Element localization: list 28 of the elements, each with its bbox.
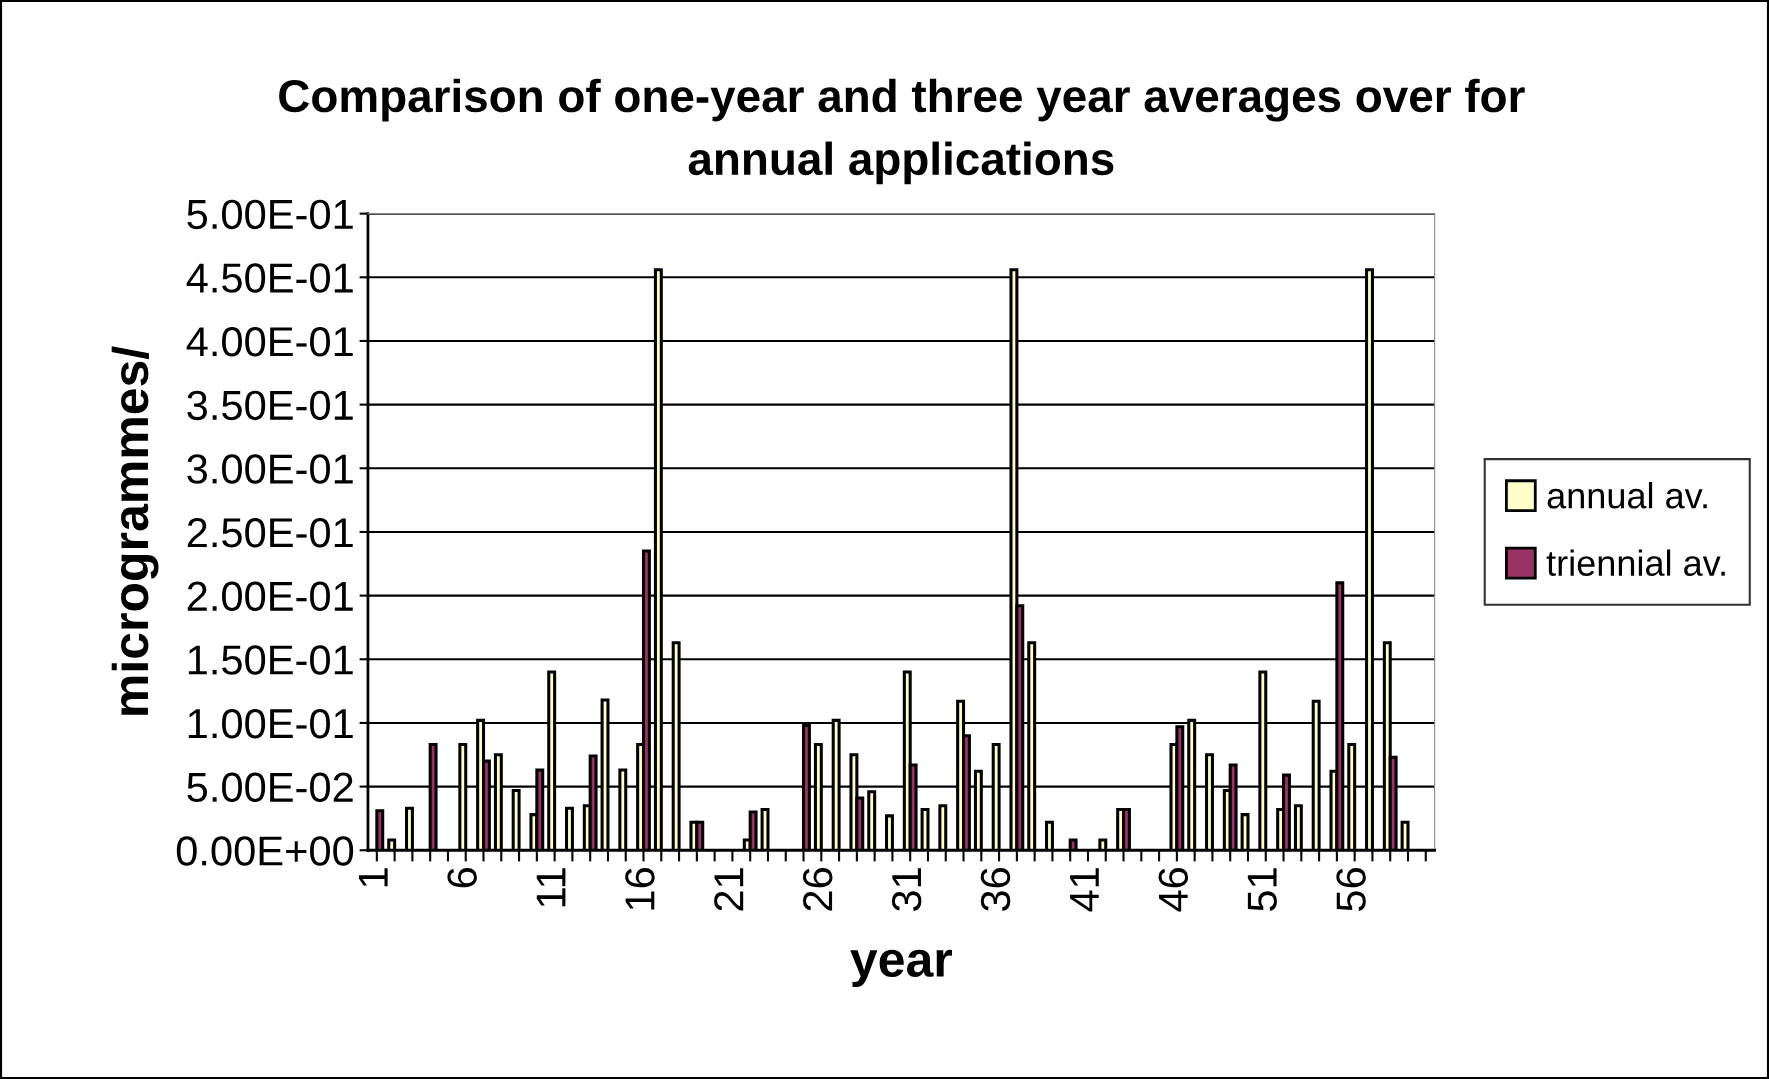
y-tick-label: 0.00E+00 xyxy=(176,836,354,866)
x-tick-label: 46 xyxy=(1158,868,1189,912)
y-tick-label: 3.50E-01 xyxy=(187,390,353,421)
x-tick-label: 11 xyxy=(536,868,566,907)
x-tick-label: 36 xyxy=(980,868,1011,911)
x-tick-label: 31 xyxy=(891,868,922,911)
y-tick-label: 2.50E-01 xyxy=(187,517,353,548)
y-tick-label: 4.50E-01 xyxy=(186,263,353,293)
y-tick-label: 1.00E-01 xyxy=(188,708,353,739)
x-tick-label: 51 xyxy=(1247,868,1277,911)
x-tick-label: 21 xyxy=(714,868,744,911)
x-tick-label: 56 xyxy=(1336,868,1366,911)
legend-label: triennial av. xyxy=(1546,549,1725,576)
y-tick-label: 3.00E-01 xyxy=(187,454,353,484)
chart-title: Comparison of one-year and three year averages over for annual applications xyxy=(279,78,1525,185)
y-tick-label: 4.00E-01 xyxy=(186,326,353,357)
x-tick-label: 16 xyxy=(625,868,655,910)
x-axis-title: year xyxy=(850,949,952,987)
x-tick-label: 26 xyxy=(802,868,833,911)
y-tick-label: 5.00E-02 xyxy=(187,772,353,803)
x-tick-label: 6 xyxy=(447,868,477,888)
y-tick-label: 5.00E-01 xyxy=(187,199,353,230)
legend-label: annual av. xyxy=(1547,482,1707,509)
x-tick-label: 1 xyxy=(358,868,388,887)
y-tick-label: 2.00E-01 xyxy=(187,581,353,612)
y-tick-label: 1.50E-01 xyxy=(188,645,353,675)
x-tick-label: 41 xyxy=(1070,868,1099,912)
y-axis-title: microgrammes/ xyxy=(111,346,159,715)
